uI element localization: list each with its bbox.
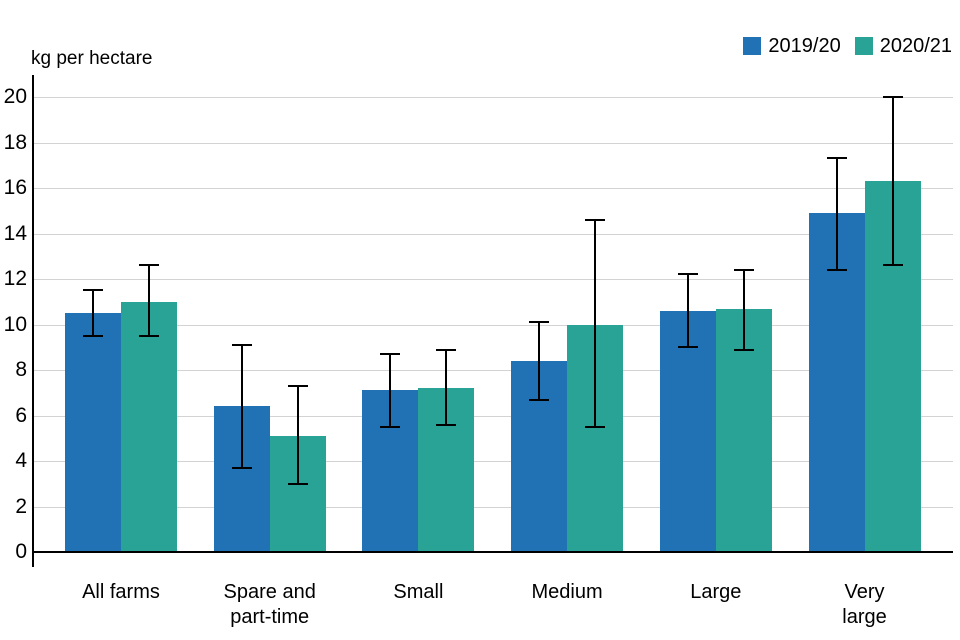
gridline-y-20 bbox=[33, 97, 953, 98]
bar-2020-21-1 bbox=[121, 301, 177, 552]
error-bar-cap-hi-2020-21-4 bbox=[585, 218, 606, 221]
y-tick-label-6: 6 bbox=[15, 404, 27, 427]
x-axis-line bbox=[33, 551, 953, 553]
error-bar-line-2020-21-4 bbox=[594, 219, 597, 427]
legend-swatch-2019-20 bbox=[743, 37, 762, 55]
error-bar-line-2019-20-6 bbox=[835, 158, 838, 270]
error-bar-line-2019-20-3 bbox=[389, 354, 392, 427]
error-bar-cap-lo-2019-20-2 bbox=[231, 466, 252, 469]
error-bar-cap-hi-2019-20-5 bbox=[677, 273, 698, 276]
error-bar-cap-lo-2020-21-4 bbox=[585, 425, 606, 428]
y-tick-label-4: 4 bbox=[15, 449, 27, 472]
error-bar-cap-hi-2019-20-3 bbox=[380, 353, 401, 356]
error-bar-cap-lo-2019-20-1 bbox=[83, 334, 103, 337]
error-bar-cap-lo-2019-20-3 bbox=[380, 425, 401, 428]
y-tick-label-10: 10 bbox=[3, 313, 27, 336]
x-category-label-5: Large bbox=[690, 581, 742, 603]
legend-swatch-2020-21 bbox=[854, 37, 873, 55]
error-bar-line-2019-20-5 bbox=[686, 274, 689, 348]
error-bar-cap-lo-2020-21-1 bbox=[139, 334, 159, 337]
gridline-y-10 bbox=[33, 325, 953, 326]
gridline-y-8 bbox=[33, 370, 953, 371]
y-tick-label-2: 2 bbox=[15, 495, 27, 518]
x-category-label-3: Small bbox=[393, 581, 444, 603]
error-bar-cap-lo-2020-21-3 bbox=[436, 423, 457, 426]
error-bar-line-2019-20-2 bbox=[240, 344, 243, 468]
y-tick-label-16: 16 bbox=[3, 176, 27, 199]
error-bar-line-2020-21-6 bbox=[891, 97, 894, 266]
error-bar-line-2020-21-2 bbox=[296, 385, 299, 484]
x-category-label-1: All farms bbox=[82, 581, 160, 603]
x-category-label-4: Medium bbox=[531, 581, 603, 603]
gridline-y-12 bbox=[33, 279, 953, 280]
y-axis-line bbox=[32, 75, 34, 567]
y-axis-title: kg per hectare bbox=[31, 48, 153, 69]
bar-2019-20-1 bbox=[65, 313, 121, 552]
error-bar-cap-lo-2020-21-2 bbox=[287, 482, 308, 485]
error-bar-cap-hi-2020-21-5 bbox=[733, 268, 754, 271]
error-bar-cap-hi-2020-21-2 bbox=[287, 384, 308, 387]
y-tick-label-20: 20 bbox=[3, 85, 27, 108]
legend-item-2020-21: 2020/21 bbox=[854, 35, 952, 57]
error-bar-cap-lo-2020-21-6 bbox=[882, 264, 903, 267]
legend-label-2019-20: 2019/20 bbox=[768, 35, 841, 57]
error-bar-cap-lo-2019-20-4 bbox=[529, 398, 550, 401]
error-bar-line-2019-20-1 bbox=[92, 290, 94, 336]
error-bar-cap-hi-2019-20-6 bbox=[826, 157, 847, 160]
gridline-y-2 bbox=[33, 507, 953, 508]
y-tick-label-12: 12 bbox=[3, 267, 27, 290]
error-bar-cap-lo-2020-21-5 bbox=[733, 348, 754, 351]
error-bar-cap-lo-2019-20-5 bbox=[677, 346, 698, 349]
gridline-y-16 bbox=[33, 188, 953, 189]
error-bar-cap-hi-2019-20-2 bbox=[231, 343, 252, 346]
error-bar-line-2020-21-1 bbox=[148, 265, 150, 336]
error-bar-line-2020-21-3 bbox=[445, 349, 448, 425]
gridline-y-6 bbox=[33, 416, 953, 417]
y-tick-label-14: 14 bbox=[3, 222, 27, 245]
y-tick-label-8: 8 bbox=[15, 358, 27, 381]
legend: 2019/20 2020/21 bbox=[743, 36, 952, 56]
x-category-label-6: Very large bbox=[842, 581, 887, 628]
y-tick-label-18: 18 bbox=[3, 131, 27, 154]
error-bar-cap-hi-2019-20-1 bbox=[83, 289, 103, 292]
error-bar-line-2019-20-4 bbox=[538, 322, 541, 400]
legend-label-2020-21: 2020/21 bbox=[879, 35, 952, 57]
error-bar-cap-hi-2020-21-1 bbox=[139, 264, 159, 267]
error-bar-cap-lo-2019-20-6 bbox=[826, 268, 847, 271]
bar-2019-20-5 bbox=[659, 310, 716, 552]
gridline-y-18 bbox=[33, 143, 953, 144]
error-bar-cap-hi-2020-21-3 bbox=[436, 348, 457, 351]
gridline-y-14 bbox=[33, 234, 953, 235]
x-category-label-2: Spare and part-time bbox=[223, 581, 316, 628]
error-bar-line-2020-21-5 bbox=[742, 269, 745, 350]
gridline-y-4 bbox=[33, 461, 953, 462]
legend-item-2019-20: 2019/20 bbox=[743, 35, 841, 57]
error-bar-cap-hi-2019-20-4 bbox=[529, 321, 550, 324]
error-bar-cap-hi-2020-21-6 bbox=[882, 96, 903, 98]
y-tick-label-0: 0 bbox=[15, 540, 27, 563]
